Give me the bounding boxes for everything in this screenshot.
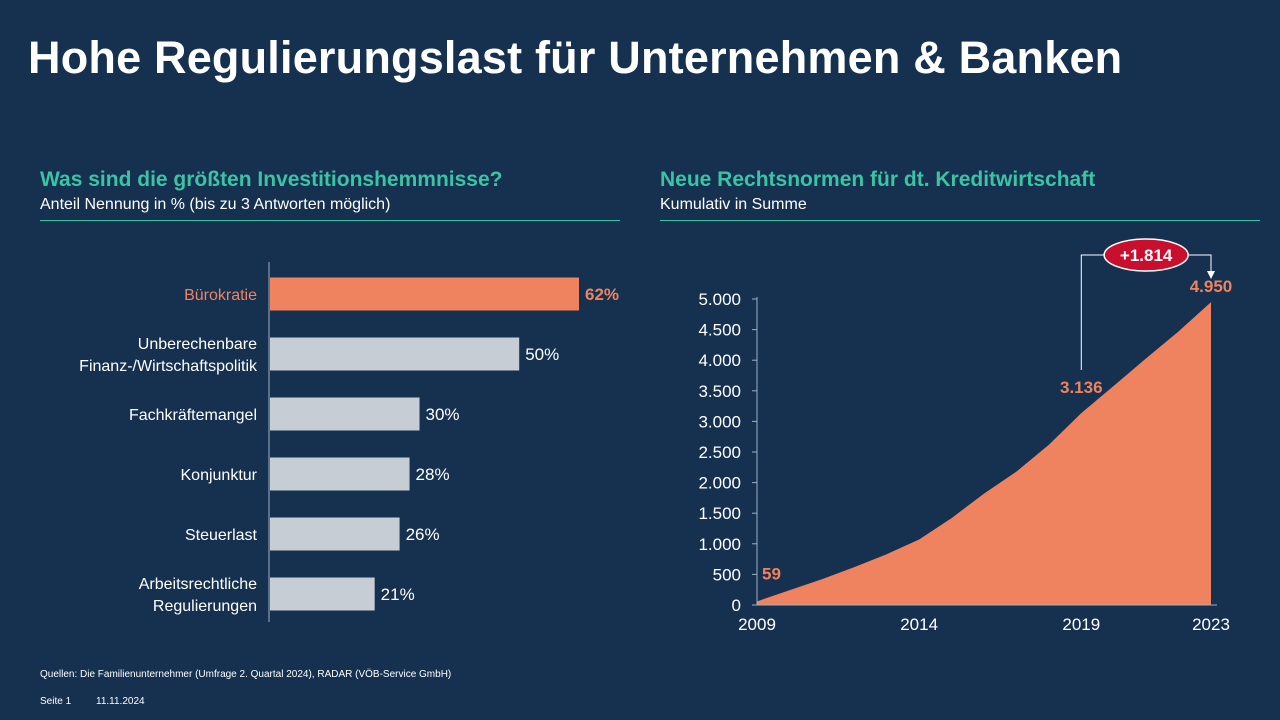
bar-category-line: Bürokratie — [184, 287, 257, 304]
bar-category-line: Konjunktur — [181, 467, 258, 484]
left-panel-subtitle: Anteil Nennung in % (bis zu 3 Antworten … — [40, 196, 391, 213]
bar-value-label-3: 28% — [416, 465, 450, 484]
bar-category-label-3: Konjunktur — [181, 467, 258, 484]
y-tick-label-1: 500 — [713, 565, 741, 584]
bar-category-line: Fachkräftemangel — [129, 407, 257, 424]
bar-value-label-1: 50% — [525, 345, 559, 364]
bar-category-line: Unberechenbare — [138, 336, 257, 353]
difference-badge — [1103, 238, 1189, 272]
y-tick-label-3: 1.500 — [698, 504, 741, 523]
y-tick-label-10: 5.000 — [698, 290, 741, 309]
bar-value-label-5: 21% — [381, 585, 415, 604]
bar-category-label-0: Bürokratie — [184, 287, 257, 304]
y-tick-label-2: 1.000 — [698, 535, 741, 554]
difference-badge-label: +1.814 — [1120, 246, 1173, 265]
y-tick-label-9: 4.500 — [698, 321, 741, 340]
footer-source: Quellen: Die Familienunternehmer (Umfrag… — [40, 669, 452, 680]
left-panel-title: Was sind die größten Investitionshemmnis… — [40, 168, 503, 191]
area-annotation-2: 4.950 — [1190, 277, 1233, 296]
bar-category-label-1: Unberechenbare Finanz-/Wirtschaftspolitik — [79, 336, 258, 375]
bar-5 — [270, 577, 375, 611]
x-tick-label-0: 2009 — [738, 615, 776, 634]
area-annotation-0: 59 — [762, 564, 781, 583]
area-annotation-1: 3.136 — [1060, 378, 1103, 397]
bar-category-line: Arbeitsrechtliche — [139, 576, 257, 593]
x-tick-label-1: 2014 — [900, 615, 938, 634]
x-tick-label-2: 2019 — [1062, 615, 1100, 634]
difference-arrowhead — [1207, 271, 1215, 279]
bar-3 — [270, 457, 410, 491]
y-tick-label-0: 0 — [732, 596, 741, 615]
y-tick-label-6: 3.000 — [698, 412, 741, 431]
left-panel-rule — [40, 220, 620, 221]
bar-1 — [270, 337, 520, 371]
bar-4 — [270, 517, 400, 551]
bar-0 — [270, 277, 579, 311]
bar-category-label-5: Arbeitsrechtliche Regulierungen — [139, 576, 257, 615]
slide-title: Hohe Regulierungslast für Unternehmen & … — [28, 32, 1123, 83]
y-tick-label-7: 3.500 — [698, 382, 741, 401]
bar-value-label-4: 26% — [406, 525, 440, 544]
right-panel-subtitle: Kumulativ in Summe — [660, 196, 807, 213]
right-panel-rule — [660, 220, 1260, 221]
footer-page: Seite 1 — [40, 696, 72, 707]
area-series — [757, 302, 1211, 605]
bar-category-label-4: Steuerlast — [185, 527, 258, 544]
bar-category-line: Steuerlast — [185, 527, 258, 544]
bar-category-line: Finanz-/Wirtschaftspolitik — [79, 358, 258, 375]
x-tick-label-3: 2023 — [1192, 615, 1230, 634]
bar-2 — [270, 397, 420, 431]
right-panel-title: Neue Rechtsnormen für dt. Kreditwirtscha… — [660, 168, 1096, 191]
y-tick-label-4: 2.000 — [698, 474, 741, 493]
bar-value-label-0: 62% — [585, 285, 619, 304]
y-tick-label-5: 2.500 — [698, 443, 741, 462]
bar-category-line: Regulierungen — [153, 598, 257, 615]
bar-category-label-2: Fachkräftemangel — [129, 407, 257, 424]
bar-value-label-2: 30% — [426, 405, 460, 424]
footer-date: 11.11.2024 — [96, 696, 145, 707]
y-tick-label-8: 4.000 — [698, 351, 741, 370]
